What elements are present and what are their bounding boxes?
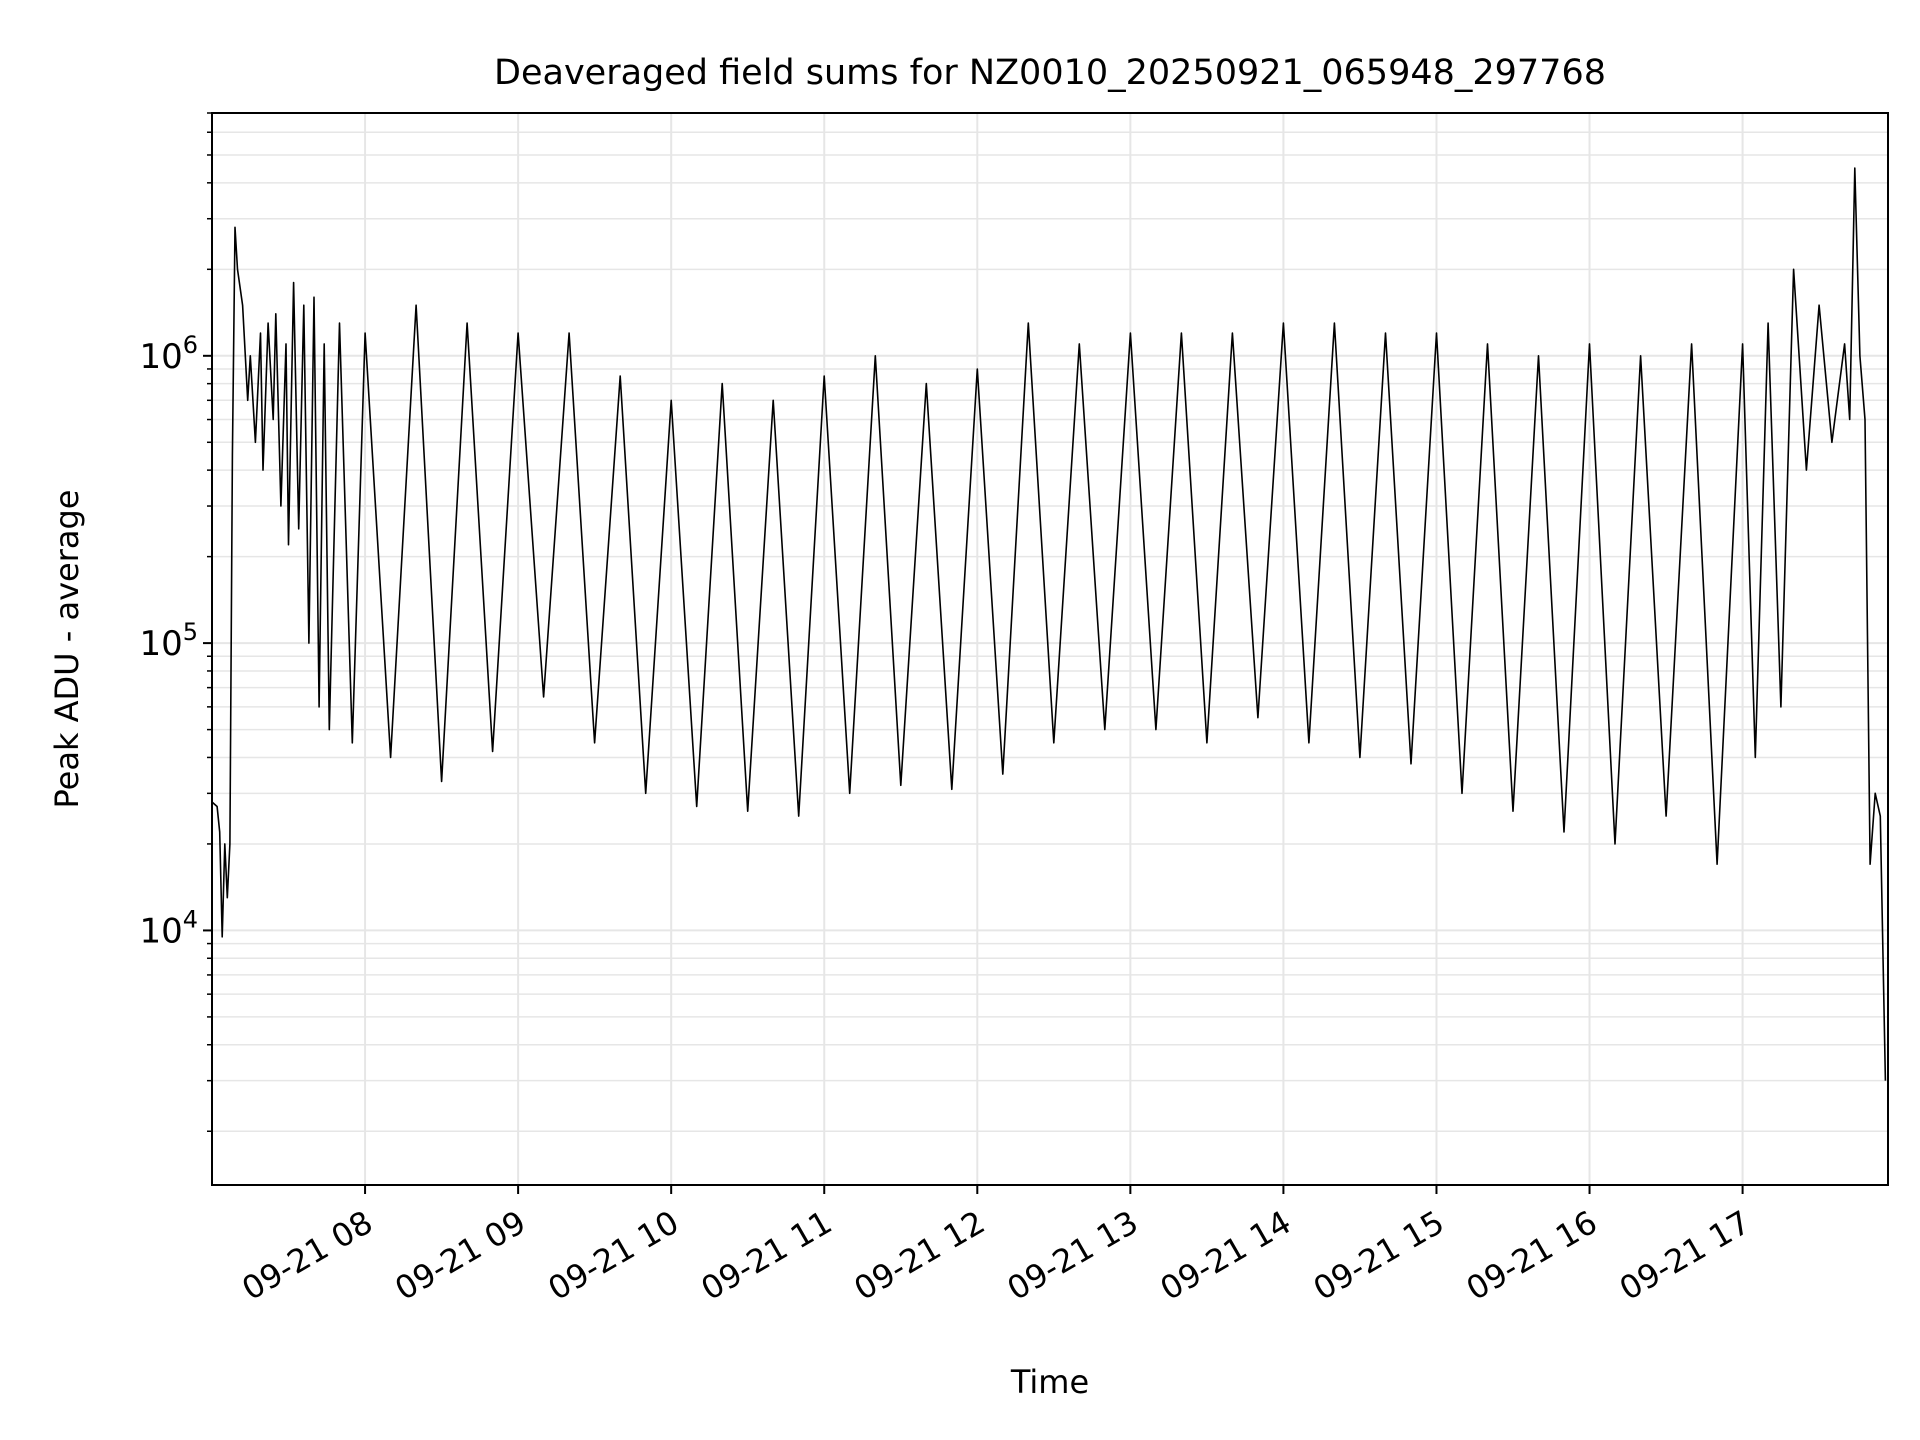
data-series [211,167,1887,1081]
y-tick-label-base: 10 [139,624,182,664]
y-axis-label: Peak ADU - average [48,490,86,809]
y-tick-label: 105 [139,618,198,664]
y-tick-label-base: 10 [139,337,182,377]
y-tick-label-exponent: 5 [183,618,198,646]
y-tick-label-base: 10 [139,911,182,951]
grid [212,112,1888,1185]
y-tick-label: 106 [139,331,198,377]
plot-frame [211,112,1889,1186]
y-tick-label: 104 [139,905,198,951]
series-line [211,167,1887,1081]
x-axis-label: Time [1010,1363,1089,1401]
y-tick-label-exponent: 6 [183,331,198,359]
chart-title: Deaveraged field sums for NZ0010_2025092… [494,53,1606,93]
y-tick-label-exponent: 4 [183,905,198,933]
